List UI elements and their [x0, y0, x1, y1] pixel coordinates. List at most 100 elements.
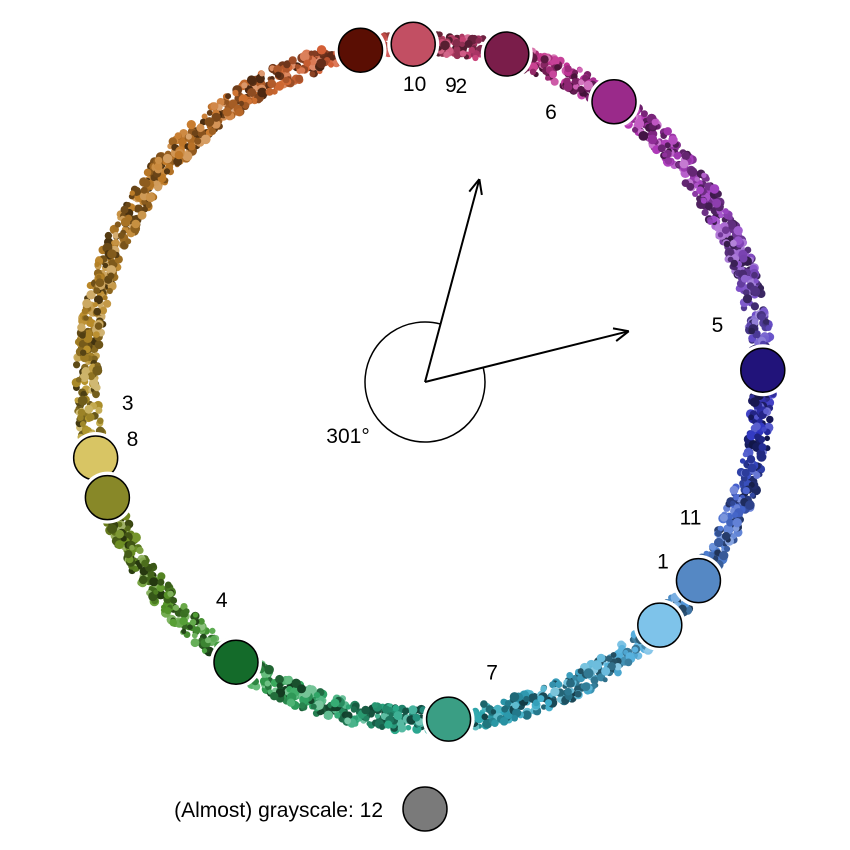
scatter-dot	[94, 340, 104, 350]
color-node-label: 10	[403, 73, 426, 96]
scatter-dot	[459, 50, 467, 57]
scatter-dot	[578, 79, 585, 86]
scatter-dot	[77, 395, 88, 406]
scatter-dot	[730, 500, 736, 506]
scatter-dot	[124, 550, 133, 559]
scatter-dot	[79, 332, 86, 339]
scatter-dot	[252, 97, 258, 103]
scatter-dot	[733, 226, 743, 236]
scatter-dot	[94, 295, 103, 305]
scatter-dot	[273, 65, 282, 74]
color-node	[425, 696, 472, 742]
scatter-dot	[274, 81, 284, 91]
scatter-dot	[143, 168, 152, 177]
arrow-head	[478, 178, 483, 196]
scatter-dot	[733, 494, 739, 501]
scatter-dot	[94, 261, 100, 267]
scatter-dot	[601, 666, 611, 676]
scatter-dot	[154, 156, 163, 165]
scatter-dot	[505, 700, 512, 707]
scatter-dot	[316, 58, 327, 69]
scatter-dot	[125, 238, 132, 245]
scatter-dot	[310, 703, 317, 710]
scatter-dot	[640, 110, 648, 118]
scatter-dot	[566, 679, 575, 688]
scatter-dot	[577, 67, 583, 73]
scatter-dot	[511, 715, 518, 722]
scatter-dot	[295, 74, 304, 83]
scatter-dot	[95, 406, 103, 414]
scatter-dot	[610, 652, 617, 658]
color-node-label: 8	[127, 428, 139, 451]
scatter-dot	[765, 325, 772, 331]
scatter-dot	[169, 618, 177, 627]
scatter-dot	[264, 664, 274, 675]
color-node-label: 3	[122, 392, 134, 415]
scatter-dot	[717, 232, 724, 238]
scatter-dot	[472, 54, 479, 62]
scatter-dot	[107, 249, 117, 259]
scatter-dot	[701, 172, 707, 178]
scatter-dot	[141, 199, 147, 205]
scatter-dot	[198, 618, 205, 625]
scatter-dot	[481, 713, 489, 721]
scatter-dot	[115, 540, 124, 550]
scatter-dot	[94, 322, 103, 330]
scatter-dot	[141, 178, 151, 188]
scatter-dot	[202, 648, 208, 654]
scatter-dot	[366, 721, 372, 727]
scatter-dot	[330, 698, 340, 708]
scatter-dot	[79, 372, 90, 382]
scatter-dot	[384, 720, 393, 729]
scatter-dot	[723, 240, 731, 248]
color-node	[213, 639, 259, 685]
scatter-dot	[748, 414, 754, 421]
scatter-dot	[170, 597, 178, 604]
scatter-dot	[571, 78, 579, 85]
scatter-dot	[344, 717, 351, 725]
scatter-dot	[475, 715, 484, 724]
scatter-dot	[77, 408, 86, 417]
scatter-dot	[95, 278, 105, 288]
scatter-dot	[93, 331, 100, 338]
scatter-dot	[374, 713, 381, 719]
scatter-dot	[87, 372, 96, 381]
scatter-dot	[185, 133, 192, 140]
scatter-dot	[582, 75, 589, 82]
scatter-dot	[120, 205, 129, 214]
scatter-dot	[309, 71, 316, 77]
scatter-dot	[750, 285, 759, 295]
scatter-dot	[704, 202, 713, 211]
arrow-head	[615, 330, 630, 342]
scatter-dot	[501, 705, 509, 713]
scatter-dot	[194, 137, 202, 145]
scatter-dot	[93, 307, 102, 316]
scatter-dot	[134, 204, 143, 213]
scatter-dot	[145, 201, 152, 208]
scatter-dot	[529, 68, 537, 76]
scatter-dot	[721, 226, 730, 234]
color-node-label: 4	[216, 589, 228, 612]
scatter-dot	[183, 608, 190, 615]
scatter-dot	[79, 421, 86, 427]
scatter-dot	[732, 511, 739, 518]
scatter-dot	[153, 589, 159, 595]
scatter-dot	[754, 433, 761, 440]
color-node	[484, 31, 530, 77]
scatter-dot	[163, 168, 171, 175]
scatter-dot	[564, 65, 572, 73]
scatter-dot	[550, 687, 560, 697]
scatter-dot	[522, 710, 532, 720]
scatter-dot	[129, 544, 135, 551]
scatter-dot	[75, 377, 82, 383]
scatter-dot	[727, 214, 733, 221]
scatter-dot	[686, 182, 695, 191]
scatter-dot	[748, 327, 755, 335]
scatter-dot	[647, 134, 658, 145]
scatter-dot	[275, 674, 284, 684]
arrow-head	[612, 327, 629, 333]
color-node-label: 7	[486, 661, 498, 684]
color-node	[637, 602, 683, 648]
scatter-dot	[104, 231, 113, 240]
scatter-dot	[746, 455, 756, 464]
